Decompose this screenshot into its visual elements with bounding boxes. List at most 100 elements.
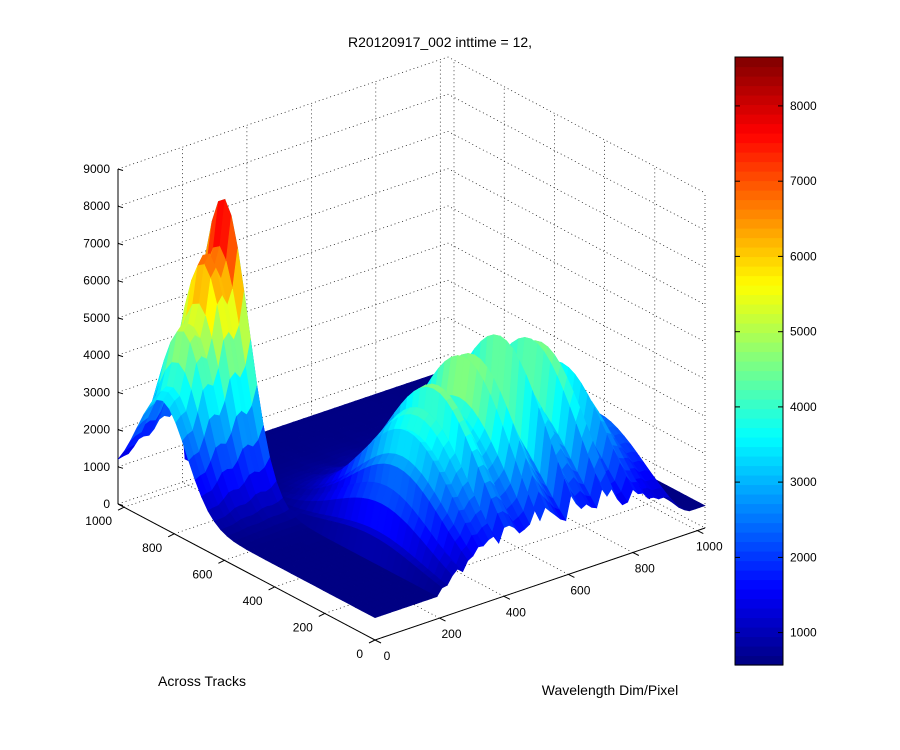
- z-tick-mark: [117, 168, 124, 171]
- z-tick-mark: [117, 391, 124, 395]
- colorbar-band: [735, 532, 783, 543]
- surface-patch: [367, 612, 381, 619]
- z-tick-label: 8000: [83, 199, 110, 213]
- colorbar-band: [735, 114, 783, 125]
- colorbar-band: [735, 266, 783, 277]
- z-tick-label: 3000: [83, 385, 110, 399]
- x-tick-label: 400: [506, 605, 526, 619]
- colorbar-band: [735, 180, 783, 191]
- y-tick-mark: [218, 559, 225, 564]
- colorbar-band: [735, 636, 783, 647]
- colorbar-band: [735, 342, 783, 353]
- z-tick-mark: [117, 280, 124, 283]
- colorbar-band: [735, 456, 783, 467]
- chart-title: R20120917_002 inttime = 12,: [348, 34, 532, 50]
- colorbar-band: [735, 370, 783, 381]
- colorbar-band: [735, 190, 783, 201]
- x-tick-label: 600: [570, 583, 590, 597]
- colorbar-band: [735, 418, 783, 429]
- colorbar-band: [735, 142, 783, 153]
- y-tick-label: 200: [293, 620, 313, 634]
- colorbar-band: [735, 57, 783, 68]
- colorbar-band: [735, 256, 783, 267]
- colorbar-band: [735, 361, 783, 372]
- colorbar-band: [735, 209, 783, 220]
- colorbar-band: [735, 323, 783, 334]
- colorbar-band: [735, 560, 783, 571]
- colorbar-band: [735, 275, 783, 286]
- colorbar-band: [735, 171, 783, 182]
- colorbar-band: [735, 427, 783, 438]
- y-tick-label: 1000: [85, 514, 112, 528]
- colorbar-band: [735, 465, 783, 476]
- colorbar-band: [735, 437, 783, 448]
- z-tick-mark: [117, 466, 124, 469]
- colorbar-band: [735, 95, 783, 106]
- colorbar-band: [735, 627, 783, 638]
- z-tick-label: 6000: [83, 274, 110, 288]
- colorbar-band: [735, 484, 783, 495]
- colorbar-band: [735, 589, 783, 600]
- colorbar-band: [735, 218, 783, 229]
- colorbar-band: [735, 399, 783, 410]
- x-tick-label: 1000: [696, 540, 723, 554]
- colorbar-band: [735, 247, 783, 258]
- x-tick-mark: [439, 617, 446, 622]
- x-tick-mark: [697, 530, 704, 535]
- z-tick-mark: [117, 317, 124, 320]
- colorbar-band: [735, 294, 783, 305]
- colorbar-band: [735, 199, 783, 210]
- z-tick-label: 1000: [83, 460, 110, 474]
- colorbar-tick-label: 5000: [790, 325, 817, 339]
- y-axis-label: Across Tracks: [158, 673, 246, 689]
- colorbar-band: [735, 408, 783, 419]
- colorbar-band: [735, 76, 783, 87]
- colorbar-band: [735, 133, 783, 144]
- colorbar-tick-label: 1000: [790, 626, 817, 640]
- colorbar-band: [735, 351, 783, 362]
- z-tick-label: 0: [103, 497, 110, 511]
- colorbar-band: [735, 304, 783, 315]
- colorbar-band: [735, 541, 783, 552]
- y-tick-label: 600: [192, 567, 212, 581]
- z-tick-mark: [117, 429, 124, 432]
- y-tick-mark: [368, 639, 376, 644]
- z-tick-label: 9000: [83, 162, 110, 176]
- colorbar-band: [735, 237, 783, 248]
- colorbar-band: [735, 570, 783, 581]
- y-tick-mark: [117, 506, 125, 511]
- colorbar-band: [735, 104, 783, 115]
- colorbar-tick-label: 6000: [790, 249, 817, 263]
- colorbar-band: [735, 494, 783, 505]
- colorbar-band: [735, 598, 783, 609]
- colorbar-tick-label: 2000: [790, 550, 817, 564]
- colorbar-band: [735, 85, 783, 96]
- x-axis-label: Wavelength Dim/Pixel: [542, 682, 678, 698]
- colorbar-band: [735, 161, 783, 172]
- colorbar-frame: [734, 56, 784, 666]
- colorbar-band: [735, 475, 783, 486]
- z-tick-label: 5000: [83, 311, 110, 325]
- x-tick-mark: [632, 552, 640, 556]
- x-tick-label: 0: [384, 649, 391, 663]
- colorbar-band: [735, 313, 783, 324]
- colorbar-band: [735, 332, 783, 343]
- y-tick-label: 800: [142, 541, 162, 555]
- x-tick-mark: [568, 573, 575, 578]
- colorbar-tick-label: 4000: [790, 400, 817, 414]
- x-tick-label: 800: [635, 562, 655, 576]
- colorbar-band: [735, 617, 783, 628]
- colorbar-band: [735, 551, 783, 562]
- colorbar-tick-label: 3000: [790, 475, 817, 489]
- colorbar-band: [735, 655, 783, 666]
- y-tick-label: 400: [243, 594, 263, 608]
- y-tick-mark: [268, 586, 275, 591]
- x-axis-ticks: 0 200 400 600 800 1000: [374, 530, 723, 663]
- colorbar-band: [735, 646, 783, 657]
- colorbar-band: [735, 446, 783, 457]
- colorbar-band: [735, 228, 783, 239]
- z-axis-ticks: 0 1000 2000 3000 4000 5000 6000 7000 8000 9000: [83, 162, 124, 511]
- colorbar-band: [735, 579, 783, 590]
- colorbar-band: [735, 380, 783, 391]
